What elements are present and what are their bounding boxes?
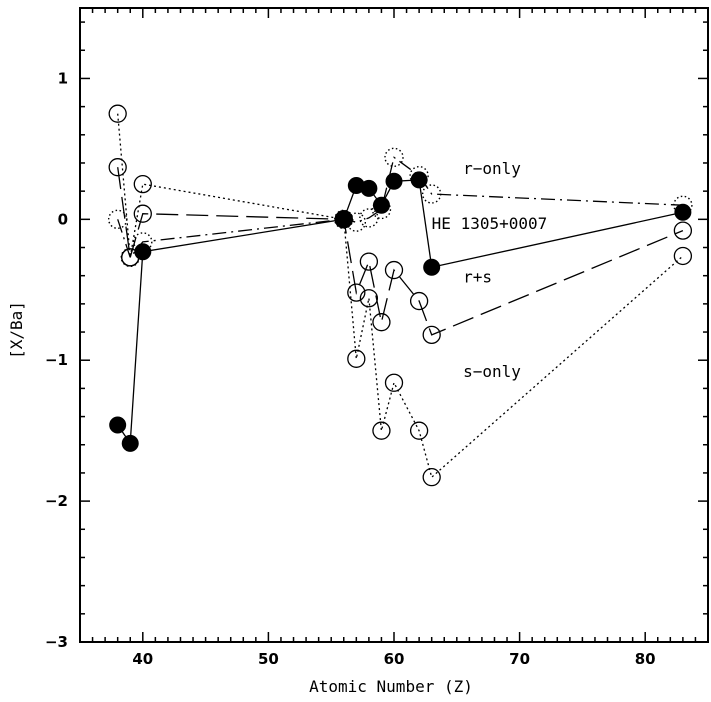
x-tick-label: 50 <box>258 650 279 668</box>
y-axis-title: [X/Ba] <box>7 301 26 359</box>
data-point-observed <box>134 243 152 261</box>
data-point-s-only <box>409 421 429 440</box>
data-point-observed <box>410 171 428 189</box>
x-tick-label: 80 <box>635 650 656 668</box>
y-tick-label: −2 <box>45 492 68 510</box>
data-point-r-plus-s <box>422 325 441 345</box>
data-point-r-only <box>133 232 153 252</box>
x-tick-label: 40 <box>132 650 153 668</box>
annotation-layer: r−only HE 1305+0007 r+s s−only <box>432 159 548 381</box>
data-point-s-only <box>108 104 127 123</box>
data-point-r-only <box>673 195 693 215</box>
data-point-s-only <box>133 174 152 194</box>
chart-annotation: s−only <box>463 362 521 381</box>
y-tick-label: −1 <box>45 351 68 369</box>
data-point-r-only <box>371 199 392 220</box>
data-point-r-only <box>334 209 354 230</box>
data-point-observed <box>121 434 139 452</box>
data-point-s-only <box>372 421 391 440</box>
y-tick-label: −3 <box>45 633 68 651</box>
data-point-r-plus-s <box>372 313 391 332</box>
data-point-r-plus-s <box>347 283 366 302</box>
data-point-r-plus-s <box>133 204 152 223</box>
data-point-r-only <box>409 165 429 186</box>
data-point-observed <box>335 210 353 228</box>
x-axis-title: Atomic Number (Z) <box>309 677 473 696</box>
data-point-observed <box>372 196 390 214</box>
tick-label-layer: 40 50 60 70 80 1 0 −1 −2 −3 <box>45 69 656 668</box>
data-point-r-only <box>421 184 442 204</box>
data-point-r-only <box>359 208 379 228</box>
data-point-r-plus-s <box>359 252 379 271</box>
data-point-r-plus-s <box>108 158 127 177</box>
chart-annotation: HE 1305+0007 <box>432 214 548 233</box>
data-point-r-plus-s <box>409 291 429 311</box>
data-point-s-only <box>359 289 379 308</box>
data-point-observed <box>674 203 692 221</box>
data-point-r-only <box>107 209 128 230</box>
data-point-r-plus-s <box>384 260 404 280</box>
data-point-s-only <box>673 246 693 266</box>
axes-layer <box>79 7 709 643</box>
data-point-s-only <box>422 468 441 487</box>
y-tick-label: 1 <box>58 69 68 87</box>
y-tick-label: 0 <box>58 210 68 228</box>
data-point-observed <box>385 172 403 190</box>
data-point-r-plus-s <box>673 221 693 240</box>
chart-annotation: r+s <box>463 268 492 287</box>
data-point-s-only <box>347 349 366 368</box>
data-point-s-only <box>384 373 404 392</box>
chart-annotation: r−only <box>463 159 521 178</box>
data-point-observed <box>109 416 127 434</box>
x-tick-label: 70 <box>509 650 530 668</box>
series-line-r-plus-s <box>117 167 684 336</box>
marker-layer <box>107 104 693 487</box>
data-point-r-only <box>384 147 404 168</box>
data-point-observed <box>423 258 441 276</box>
data-point-observed <box>360 179 378 197</box>
x-tick-label: 60 <box>384 650 405 668</box>
